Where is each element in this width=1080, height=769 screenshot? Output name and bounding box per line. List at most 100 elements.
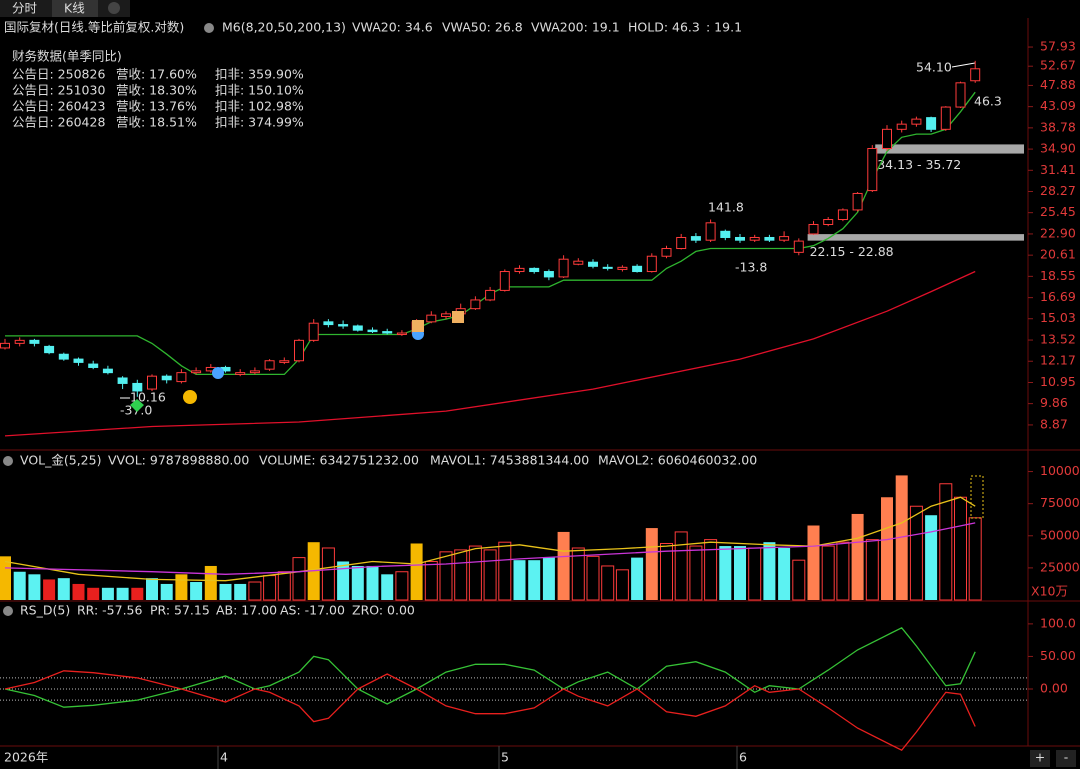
x-axis-label: 5: [501, 750, 509, 765]
x-axis-label: 4: [220, 750, 228, 765]
volume-bar: [190, 582, 203, 600]
candle-body: [352, 325, 363, 331]
volume-bar: [321, 547, 335, 601]
candle-body: [955, 82, 966, 108]
candle-body: [735, 236, 745, 241]
indicator: VWA50: 26.8: [442, 20, 523, 35]
unit-label: X10万: [1031, 584, 1068, 599]
candle-body: [0, 342, 10, 349]
price-zone: [807, 234, 1024, 241]
candle-body: [646, 255, 657, 273]
volume-bar: [748, 547, 762, 601]
tab[interactable]: K线: [64, 1, 85, 16]
volume-bar: [851, 513, 864, 600]
candle-body: [676, 236, 687, 250]
volume-bar: [13, 571, 26, 600]
volume-bar: [248, 581, 262, 601]
volume-bar: [660, 542, 673, 601]
volume-bar: [836, 541, 850, 601]
tab-active-bg: [52, 0, 98, 17]
annotation: -13.8: [735, 260, 767, 275]
candle-body: [793, 240, 804, 253]
volume-bar: [925, 515, 938, 600]
candle-body: [470, 299, 481, 310]
indicator: VWA20: 34.6: [352, 20, 433, 35]
indicator: VVOL: 9787898880.00: [108, 453, 249, 468]
volume-bar: [674, 531, 688, 601]
annotation: 46.3: [974, 94, 1002, 109]
finance-cell: 扣非: 359.90%: [215, 67, 304, 82]
volume-bar: [72, 583, 85, 600]
volume-bar: [424, 560, 438, 601]
candle-body: [720, 230, 731, 238]
indicator: RR: -57.56: [77, 603, 143, 618]
candle-body: [764, 236, 775, 241]
y-tick-label: 10.95: [1040, 374, 1076, 389]
volume-bar: [792, 559, 806, 601]
candle-body: [705, 222, 716, 241]
price-zone: [875, 144, 1024, 154]
signal-marker: [212, 367, 224, 379]
volume-bar: [601, 565, 615, 601]
y-tick-label: 31.41: [1040, 162, 1076, 177]
indicator: HOLD: 46.3: [628, 20, 700, 35]
volume-bar: [43, 579, 56, 600]
candle-body: [896, 123, 907, 130]
volume-bar: [631, 557, 644, 600]
volume-bar: [277, 571, 291, 601]
x-axis-label: 2026年: [4, 750, 48, 765]
y-tick-label: 18.55: [1040, 268, 1076, 283]
candle-body: [779, 236, 790, 241]
finance-cell: 扣非: 150.10%: [215, 83, 304, 98]
candle-body: [823, 219, 834, 225]
candle-body: [588, 261, 598, 267]
volume-bar: [968, 517, 982, 601]
y-tick-label: 50.00: [1040, 648, 1076, 663]
volume-bar: [557, 531, 570, 600]
volume-bar: [881, 497, 893, 600]
volume-bar: [645, 528, 658, 600]
candle-body: [29, 339, 40, 344]
candle-body: [279, 360, 290, 363]
volume-bar: [763, 542, 776, 600]
finance-box: 公告日: 250826 营收: 17.60% 扣非: 359.90% 公告日: 251…: [12, 67, 304, 130]
candle-body: [147, 375, 157, 390]
x-axis-label: 6: [739, 750, 747, 765]
volume-bar: [381, 574, 394, 600]
candle-body: [632, 265, 643, 273]
indicator-line: [4, 270, 976, 437]
volume-bar: [689, 545, 703, 601]
candle-body: [940, 106, 951, 130]
candle-body: [367, 329, 378, 333]
zoom-button[interactable]: [1030, 750, 1050, 767]
volume-bar: [395, 571, 409, 601]
tab-icon[interactable]: [108, 2, 120, 14]
candle-body: [294, 339, 304, 362]
candle-body: [14, 339, 25, 344]
candle-body: [602, 266, 613, 269]
zoom-button[interactable]: [1056, 750, 1076, 767]
candle-body: [382, 331, 393, 334]
signal-marker: [130, 399, 144, 412]
volume-bar: [366, 565, 379, 600]
zoom-button-label[interactable]: -: [1064, 750, 1069, 765]
volume-bar: [513, 560, 526, 600]
highlight-box: [970, 475, 984, 519]
panel-title: RS_D(5): [20, 603, 70, 618]
tab[interactable]: 分时: [12, 1, 38, 16]
finance-cell: 扣非: 374.99%: [215, 115, 304, 130]
zoom-button-label[interactable]: +: [1035, 750, 1045, 765]
volume-bar: [57, 578, 70, 600]
candle-body: [308, 322, 319, 341]
y-tick-label: 13.52: [1040, 332, 1076, 347]
candle-body: [852, 192, 863, 211]
volume-bar: [234, 583, 247, 600]
y-tick-label: 0.00: [1040, 681, 1068, 696]
candle-body: [690, 236, 701, 241]
finance-cell: 公告日: 251030: [12, 83, 105, 98]
volume-bar: [719, 546, 732, 600]
candle-body: [867, 148, 878, 192]
y-tick-label: 9.86: [1040, 395, 1068, 410]
candle-body: [44, 345, 55, 354]
